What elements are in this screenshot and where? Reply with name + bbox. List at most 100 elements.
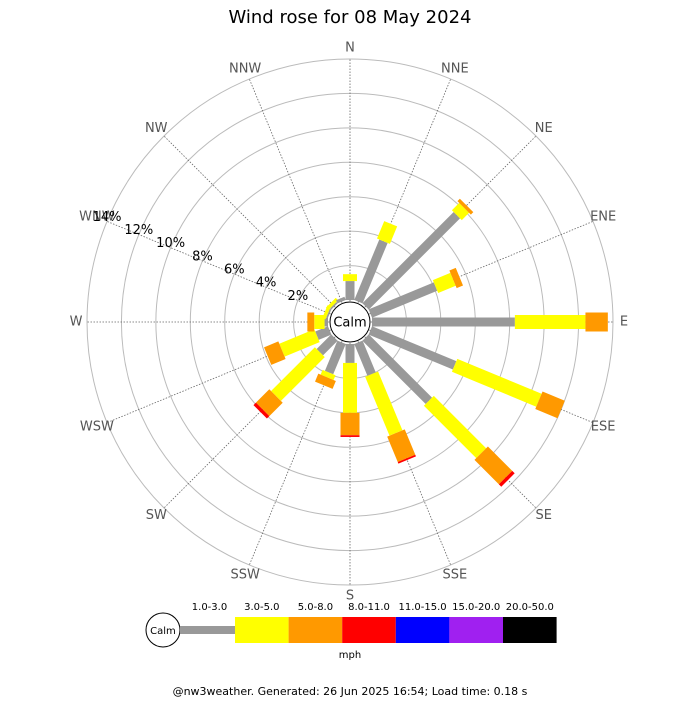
bar-segment (320, 369, 336, 380)
direction-label: SSE (442, 568, 467, 583)
spoke (163, 321, 351, 509)
footer: @nw3weather. Generated: 26 Jun 2025 16:5… (173, 685, 528, 698)
bar-segment (474, 446, 513, 485)
legend-swatch (503, 617, 557, 643)
legend-label: 1.0-3.0 (192, 602, 227, 613)
direction-label: SE (536, 508, 552, 523)
bar-segment (423, 395, 487, 459)
spoke (349, 78, 452, 323)
legend-swatch (288, 617, 343, 643)
bar-segment (343, 274, 357, 282)
direction-label: SSW (230, 568, 260, 583)
legend-swatch (395, 617, 450, 643)
bar-segment (315, 373, 336, 389)
r-tick-label: 4% (256, 276, 277, 291)
legend-swatch (449, 617, 503, 643)
bar-segment (326, 308, 332, 318)
legend-swatch (342, 617, 396, 643)
direction-label: E (620, 315, 628, 330)
spoke (248, 321, 351, 566)
bar-segment (387, 429, 416, 463)
direction-label: ENE (590, 210, 616, 225)
direction-label: SW (146, 508, 167, 523)
bar-segment (307, 312, 315, 332)
spoke (163, 135, 351, 323)
bar-segment (368, 282, 438, 318)
bar-segment (368, 326, 457, 370)
spoke (349, 220, 594, 323)
bar-segment (325, 297, 339, 311)
direction-label: ESE (591, 419, 616, 434)
bar-segment (343, 362, 357, 413)
bar-segment (354, 239, 388, 304)
bar-segment (535, 391, 565, 419)
r-tick-label: 12% (124, 223, 153, 238)
bar-segment (340, 435, 360, 437)
bar-segment (316, 334, 338, 356)
bar-segment (585, 312, 608, 332)
chart-title: Wind rose for 08 May 2024 (229, 7, 472, 28)
direction-label: NW (145, 121, 168, 136)
bar-segment (324, 317, 328, 327)
legend-calm-label: Calm (150, 626, 176, 637)
legend-swatch (180, 626, 235, 634)
calm-label: Calm (333, 316, 366, 331)
bar-segment (372, 317, 515, 327)
direction-label: NNW (229, 61, 261, 76)
spoke (349, 321, 452, 566)
spoke (106, 321, 351, 424)
direction-label: NNE (441, 61, 469, 76)
direction-label: NE (535, 121, 553, 136)
grid-ring (86, 58, 614, 586)
legend-units: mph (339, 650, 361, 661)
spoke (106, 220, 351, 323)
direction-label: N (345, 41, 355, 56)
direction-label: WSW (80, 419, 114, 434)
calm-circle (329, 301, 371, 343)
bar-segment (498, 470, 515, 487)
bar-segment (271, 347, 325, 401)
r-tick-label: 14% (93, 210, 122, 225)
bar-segment (354, 340, 376, 376)
spoke (349, 135, 537, 323)
bar-segment (451, 202, 470, 221)
bar-segment (457, 198, 474, 215)
bar-segment (324, 340, 346, 375)
bar-segment (340, 412, 360, 436)
r-tick-label: 10% (156, 236, 185, 251)
direction-label: S (346, 589, 354, 604)
direction-label: W (70, 315, 83, 330)
bar-segment (451, 358, 542, 407)
bar-segment (514, 315, 586, 329)
bar-segment (432, 272, 456, 294)
bar-segment (336, 296, 346, 304)
bar-segment (397, 454, 416, 464)
legend-swatch (235, 617, 289, 643)
bar-segment (253, 402, 270, 419)
bar-segment (264, 341, 286, 365)
bar-segment (365, 371, 403, 436)
bar-segment (315, 326, 332, 340)
bar-segment (345, 344, 355, 363)
legend-label: 8.0-11.0 (348, 602, 390, 613)
legend-label: 3.0-5.0 (244, 602, 279, 613)
spoke (248, 78, 351, 323)
bar-segment (345, 281, 355, 300)
bar-segment (449, 267, 464, 289)
bar-segment (255, 389, 283, 417)
legend-label: 5.0-8.0 (298, 602, 333, 613)
r-tick-label: 6% (224, 263, 245, 278)
legend-label: 11.0-15.0 (399, 602, 447, 613)
bar-segment (314, 315, 325, 329)
legend-label: 20.0-50.0 (506, 602, 554, 613)
legend-label: 15.0-20.0 (452, 602, 500, 613)
direction-label: WNW (79, 210, 115, 225)
bar-segment (279, 329, 320, 357)
bar-segment (362, 211, 461, 310)
r-tick-label: 2% (288, 289, 309, 304)
bar-segment (376, 221, 398, 244)
bar-segment (362, 334, 433, 405)
bar-segment (330, 302, 338, 310)
